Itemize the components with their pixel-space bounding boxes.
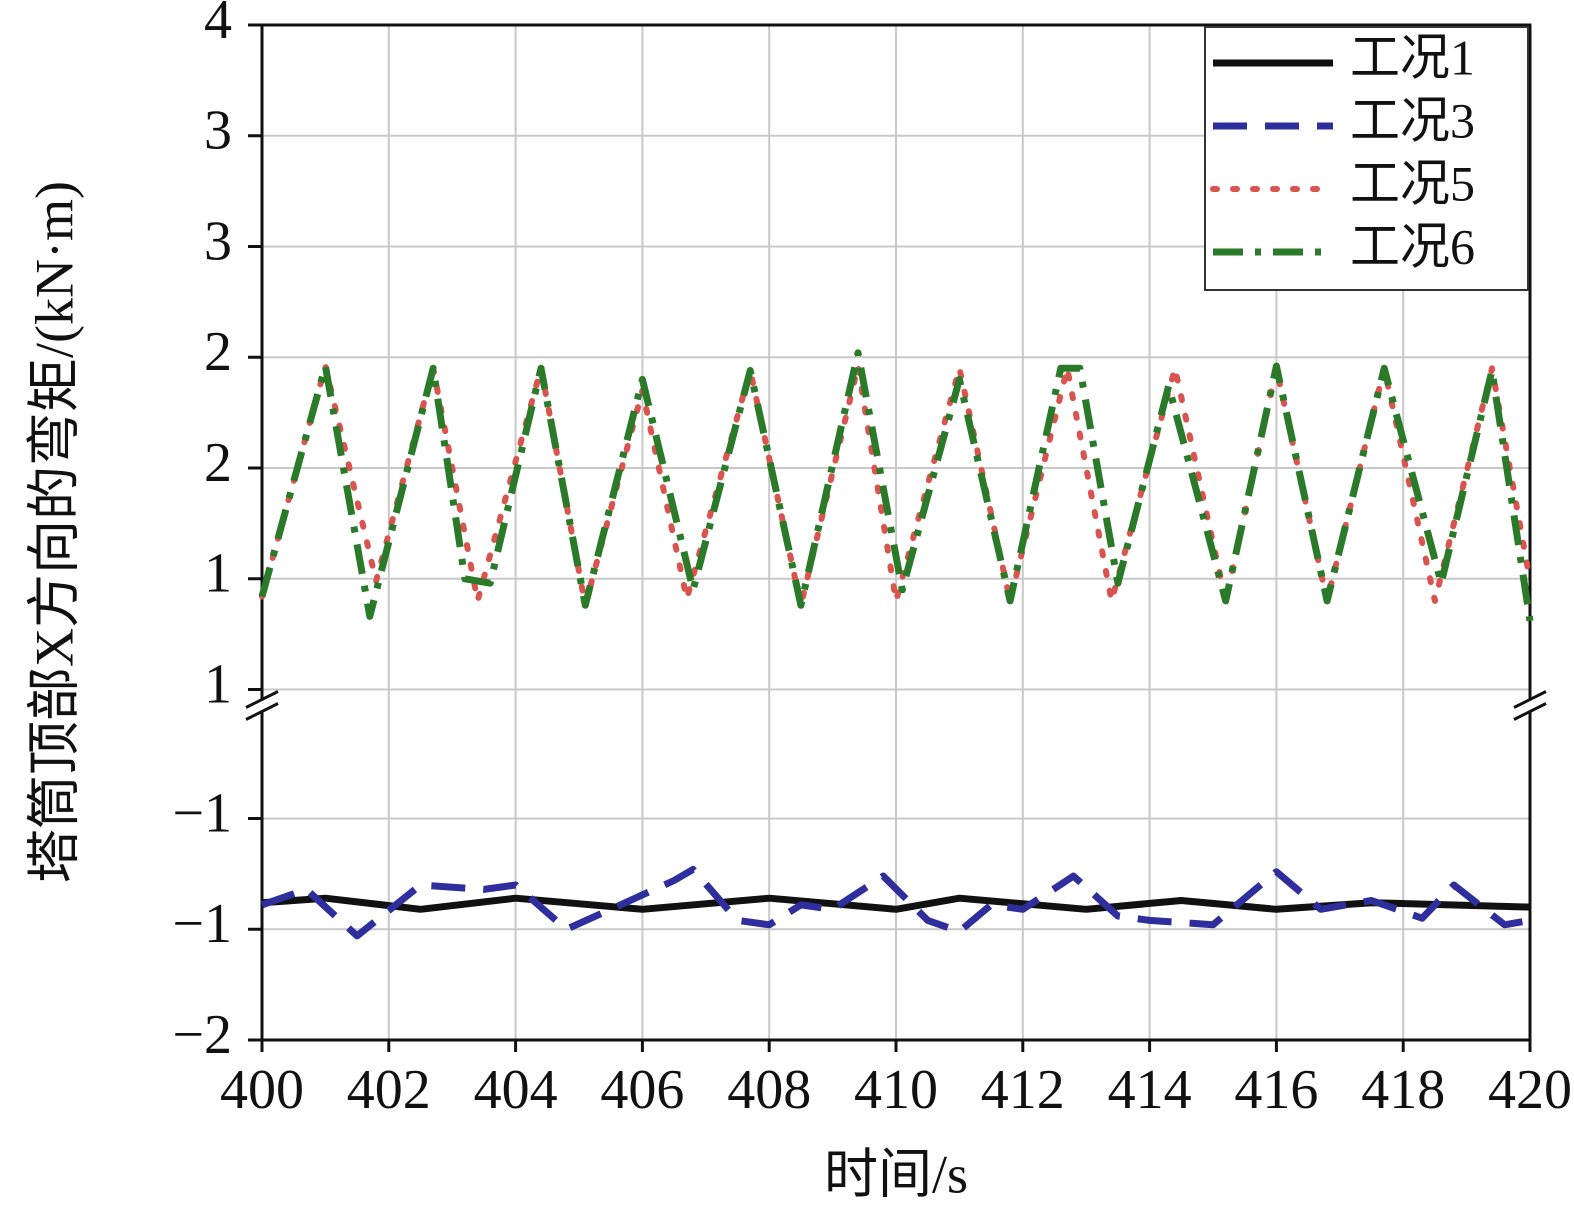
y-tick-label: 3	[204, 100, 232, 162]
legend-label: 工况3	[1350, 92, 1475, 148]
x-tick-label: 410	[854, 1059, 938, 1121]
x-tick-label: 414	[1108, 1059, 1192, 1121]
series-line	[258, 349, 1534, 622]
x-tick-label: 404	[474, 1059, 558, 1121]
y-tick-label: 3	[204, 210, 232, 272]
axis-break-mark	[245, 690, 279, 709]
y-tick-label: 4	[204, 0, 232, 51]
x-tick-label: 418	[1361, 1059, 1445, 1121]
y-axis-title: 塔筒顶部X方向的弯矩/(kN·m)	[24, 181, 84, 883]
x-tick-label: 416	[1234, 1059, 1318, 1121]
legend-label: 工况6	[1350, 218, 1475, 274]
x-tick-label: 412	[981, 1059, 1065, 1121]
y-tick-label: 1	[204, 543, 232, 605]
y-tick-label: −1	[172, 893, 232, 955]
series-line	[260, 865, 1531, 940]
x-axis-title: 时间/s	[824, 1144, 968, 1204]
legend-label: 工况5	[1350, 155, 1475, 211]
legend-label: 工况1	[1350, 29, 1475, 85]
plot-frame	[260, 23, 1532, 1042]
x-tick-label: 406	[600, 1059, 684, 1121]
x-tick-label: 400	[220, 1059, 304, 1121]
x-tick-label: 408	[727, 1059, 811, 1121]
legend-box	[1204, 26, 1529, 291]
x-tick-label: 420	[1488, 1059, 1572, 1121]
series-line	[261, 894, 1531, 913]
y-tick-label: −1	[172, 782, 232, 844]
x-tick-label: 402	[347, 1059, 431, 1121]
axis-break-mark	[245, 702, 279, 721]
axis-break-mark	[1513, 690, 1547, 709]
axis-break-mark	[1513, 702, 1547, 721]
y-tick-label: −2	[172, 1004, 232, 1066]
y-tick-label: 1	[204, 653, 232, 715]
y-tick-label: 2	[204, 321, 232, 383]
y-tick-label: 2	[204, 432, 232, 494]
